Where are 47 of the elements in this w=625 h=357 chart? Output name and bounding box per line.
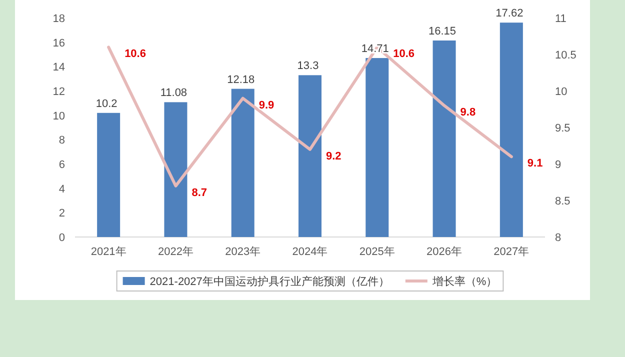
data-label: 9.1	[527, 158, 543, 170]
y-tick-label: 12	[52, 86, 65, 98]
y2-tick-label: 8.5	[555, 196, 570, 208]
y2-tick-label: 11	[555, 13, 566, 25]
data-label: 9.2	[326, 150, 342, 162]
bar	[298, 75, 322, 237]
data-label: 11.08	[160, 87, 188, 100]
x-tick-label: 2024年	[292, 246, 328, 258]
bar	[231, 88, 254, 237]
y-tick-label: 4	[58, 183, 65, 196]
legend-label: 2021-2027年中国运动护具行业产能预测（亿件）	[150, 275, 390, 288]
y2-tick-label: 9.5	[555, 122, 570, 134]
data-label: 13.3	[297, 60, 319, 72]
y-tick-label: 8	[58, 134, 65, 147]
y2-tick-label: 10	[555, 86, 568, 98]
data-label: 8.7	[192, 186, 208, 199]
x-tick-label: 2022年	[158, 246, 194, 258]
bar	[164, 102, 188, 237]
bar	[366, 58, 389, 237]
bar	[500, 22, 523, 237]
bar	[97, 112, 120, 237]
bar	[432, 40, 456, 237]
legend-label: 增长率（%）	[431, 275, 498, 288]
y-tick-label: 0	[58, 232, 65, 244]
y2-tick-label: 8	[555, 232, 562, 244]
y-tick-label: 16	[52, 37, 65, 50]
y-tick-label: 14	[52, 62, 65, 74]
data-label: 12.18	[227, 74, 255, 86]
data-label: 9.8	[460, 106, 476, 119]
y-tick-label: 2	[58, 208, 65, 220]
x-tick-label: 2026年	[426, 246, 462, 258]
y-tick-label: 18	[52, 13, 65, 25]
x-tick-label: 2027年	[494, 246, 530, 258]
data-label: 17.62	[496, 8, 524, 20]
data-label: 16.15	[428, 26, 456, 38]
x-tick-label: 2021年	[90, 246, 126, 258]
data-label: 10.6	[124, 48, 146, 60]
x-tick-label: 2025年	[359, 246, 395, 258]
x-tick-label: 2023年	[225, 246, 261, 258]
y2-tick-label: 9	[555, 159, 562, 171]
y2-tick-label: 10.5	[555, 50, 576, 62]
data-label: 10.6	[393, 48, 415, 60]
y-tick-label: 10	[52, 110, 65, 122]
data-label: 10.2	[96, 98, 118, 110]
y-tick-label: 6	[58, 159, 65, 171]
data-label: 9.9	[258, 99, 274, 112]
data-label: 14.71	[361, 43, 389, 56]
